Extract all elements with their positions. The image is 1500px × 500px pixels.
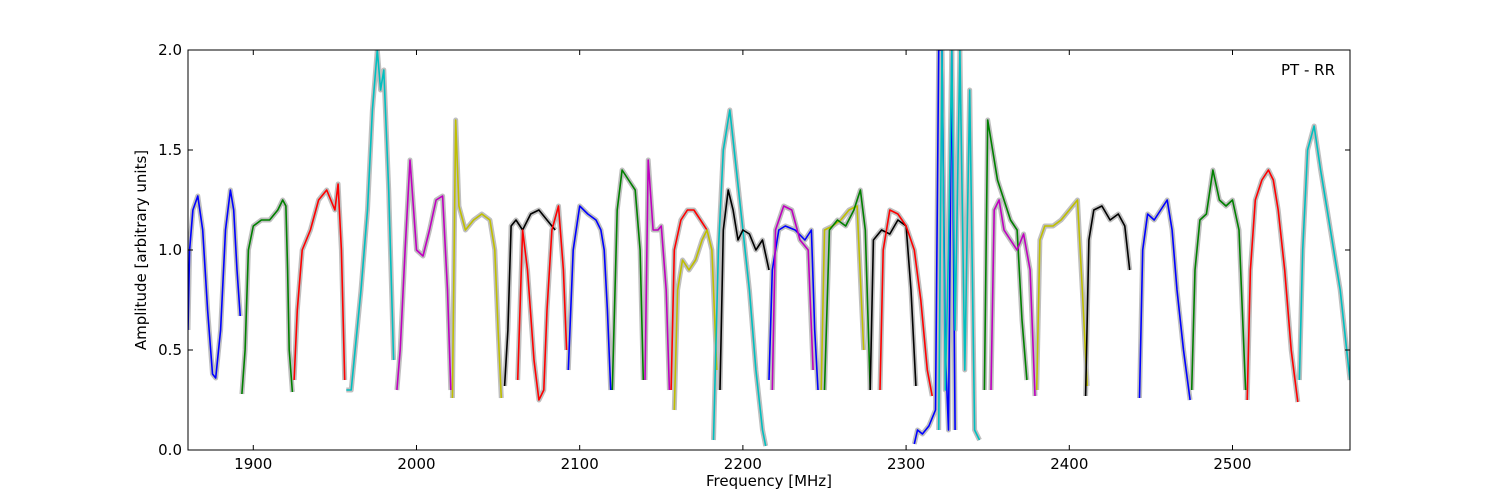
series-line xyxy=(719,189,770,391)
x-axis-label: Frequency [MHz] xyxy=(706,472,832,490)
y-tick-label: 1.5 xyxy=(158,141,182,159)
y-tick-label: 1.0 xyxy=(158,241,182,259)
series-line xyxy=(823,189,871,391)
series-line xyxy=(1246,169,1299,403)
y-tick-label: 0.5 xyxy=(158,341,182,359)
series-line xyxy=(644,159,671,391)
series-line xyxy=(396,159,452,391)
y-tick-label: 0.0 xyxy=(158,441,182,459)
x-tick-label: 2400 xyxy=(1050,455,1088,473)
series-line xyxy=(611,169,645,391)
series-line xyxy=(869,219,917,391)
series-line xyxy=(990,199,1036,397)
x-tick-label: 2200 xyxy=(724,455,762,473)
series-line xyxy=(516,205,568,401)
series-line xyxy=(451,119,503,399)
series-line xyxy=(1190,169,1247,391)
series-line xyxy=(293,183,346,381)
series-line xyxy=(670,209,708,391)
x-tick-label: 1900 xyxy=(234,455,272,473)
x-tick-label: 2500 xyxy=(1213,455,1251,473)
y-tick-label: 2.0 xyxy=(158,41,182,59)
series-line xyxy=(1035,199,1088,391)
series-line xyxy=(346,50,395,391)
series-line xyxy=(712,109,767,447)
series-line xyxy=(913,50,956,445)
series-line xyxy=(567,205,612,391)
series-line xyxy=(1298,125,1350,381)
x-ticks: 1900 2000 2100 2200 2300 2400 2500 xyxy=(234,50,1252,473)
series-layer xyxy=(188,50,1350,447)
series-line xyxy=(879,209,933,397)
x-tick-label: 2100 xyxy=(561,455,599,473)
series-line xyxy=(188,189,241,379)
series-line xyxy=(937,50,981,441)
y-ticks: 0.0 0.5 1.0 1.5 2.0 xyxy=(158,41,1350,459)
series-line xyxy=(1138,199,1191,401)
series-line xyxy=(820,205,865,391)
series-line xyxy=(241,199,294,395)
series-line xyxy=(673,229,718,411)
x-tick-label: 2300 xyxy=(887,455,925,473)
series-line xyxy=(771,205,814,391)
series-line xyxy=(1084,205,1131,397)
y-axis-label: Amplitude [arbitrary units] xyxy=(132,150,150,350)
x-tick-label: 2000 xyxy=(397,455,435,473)
series-line xyxy=(983,119,1028,391)
panel-annotation: PT - RR xyxy=(1281,61,1335,79)
